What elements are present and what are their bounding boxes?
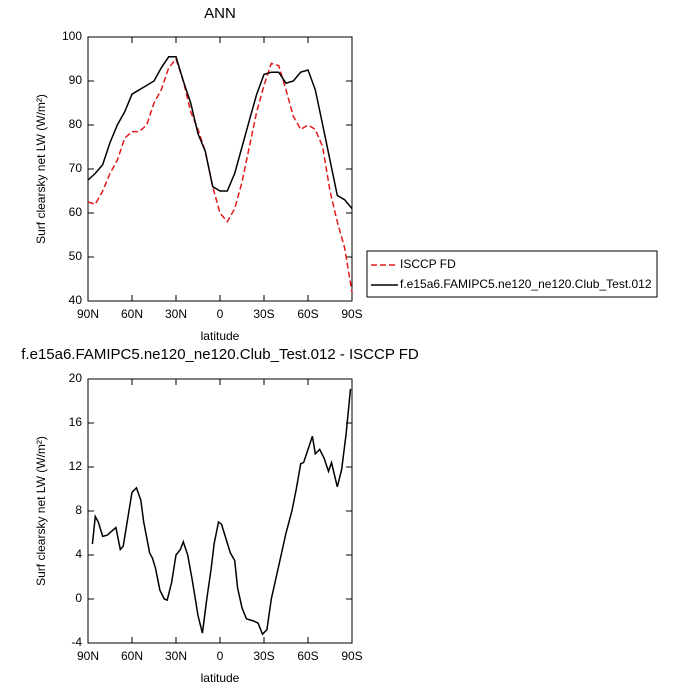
y-tick-label: 0 — [75, 591, 82, 605]
chart-title: ANN — [204, 5, 236, 22]
y-tick-label: 60 — [69, 205, 83, 219]
chart-title: f.e15a6.FAMIPC5.ne120_ne120.Club_Test.01… — [21, 346, 419, 363]
x-tick-label: 0 — [217, 307, 224, 321]
y-tick-label: 8 — [75, 503, 82, 517]
x-axis-label: latitude — [201, 329, 240, 343]
x-tick-label: 90S — [341, 649, 362, 663]
x-axis-label: latitude — [201, 671, 240, 685]
y-tick-label: 4 — [75, 547, 82, 561]
y-tick-label: 80 — [69, 117, 83, 131]
y-axis-label: Surf clearsky net LW (W/m²) — [34, 94, 48, 244]
plot-frame — [87, 378, 353, 644]
x-tick-label: 60N — [121, 649, 143, 663]
x-tick-label: 30N — [165, 649, 187, 663]
legend-label: f.e15a6.FAMIPC5.ne120_ne120.Club_Test.01… — [400, 277, 652, 291]
legend-box — [366, 250, 658, 298]
y-tick-label: 100 — [62, 29, 82, 43]
y-tick-label: 20 — [69, 371, 83, 385]
x-tick-label: 60S — [297, 307, 318, 321]
x-tick-label: 60S — [297, 649, 318, 663]
y-tick-label: 70 — [69, 161, 83, 175]
series-line — [87, 56, 353, 210]
legend-label: ISCCP FD — [400, 257, 456, 271]
series-line — [91, 388, 352, 636]
y-tick-label: 50 — [69, 249, 83, 263]
series-line — [87, 57, 353, 293]
plot-frame — [87, 36, 353, 302]
x-tick-label: 90N — [77, 649, 99, 663]
x-tick-label: 30S — [253, 307, 274, 321]
y-tick-label: -4 — [71, 635, 82, 649]
x-tick-label: 30N — [165, 307, 187, 321]
y-tick-label: 12 — [69, 459, 83, 473]
x-tick-label: 30S — [253, 649, 274, 663]
x-tick-label: 60N — [121, 307, 143, 321]
x-tick-label: 90N — [77, 307, 99, 321]
y-tick-label: 40 — [69, 293, 83, 307]
x-tick-label: 0 — [217, 649, 224, 663]
y-axis-label: Surf clearsky net LW (W/m²) — [34, 436, 48, 586]
x-tick-label: 90S — [341, 307, 362, 321]
y-tick-label: 90 — [69, 73, 83, 87]
y-tick-label: 16 — [69, 415, 83, 429]
